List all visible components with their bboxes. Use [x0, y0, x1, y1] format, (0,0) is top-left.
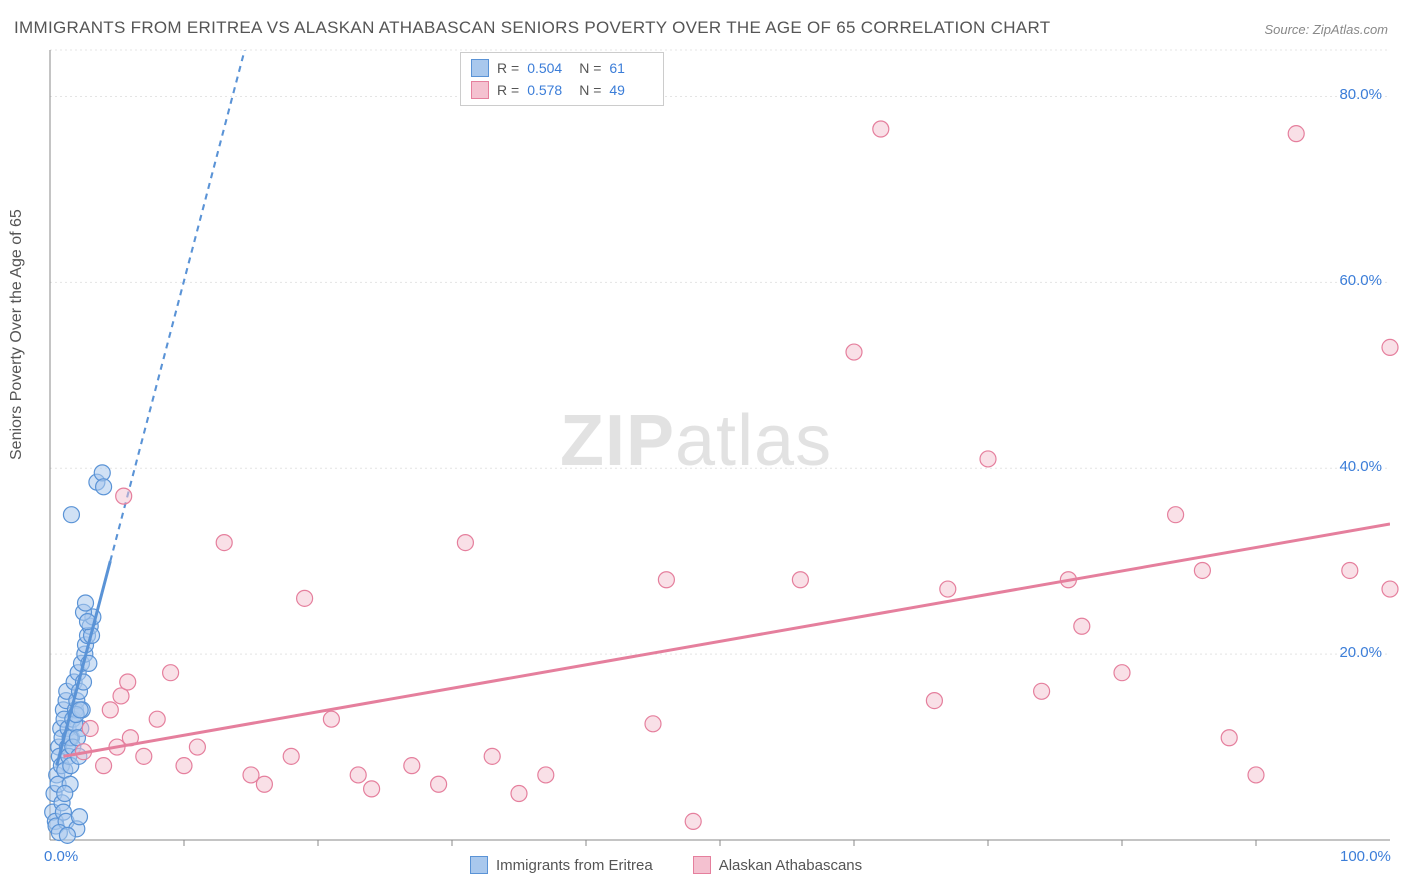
legend-series: Immigrants from Eritrea Alaskan Athabasc… [470, 856, 862, 874]
n-value-series-1: 49 [609, 82, 653, 98]
scatter-point [1114, 665, 1130, 681]
legend-stats-row: R = 0.504 N = 61 [471, 57, 653, 79]
scatter-point [658, 572, 674, 588]
scatter-point [72, 702, 88, 718]
scatter-point [82, 720, 98, 736]
scatter-point [256, 776, 272, 792]
legend-label-series-0: Immigrants from Eritrea [496, 857, 653, 874]
legend-stats: R = 0.504 N = 61 R = 0.578 N = 49 [460, 52, 664, 106]
scatter-point [873, 121, 889, 137]
x-tick-label: 0.0% [44, 848, 78, 865]
scatter-point [176, 758, 192, 774]
legend-item-series-0: Immigrants from Eritrea [470, 856, 653, 874]
scatter-point [63, 507, 79, 523]
scatter-point [189, 739, 205, 755]
scatter-point [71, 809, 87, 825]
y-tick-label: 40.0% [1322, 458, 1382, 475]
n-value-series-0: 61 [609, 60, 653, 76]
scatter-point [116, 488, 132, 504]
scatter-point [940, 581, 956, 597]
y-tick-label: 80.0% [1322, 86, 1382, 103]
legend-swatch-series-0 [471, 59, 489, 77]
scatter-point [102, 702, 118, 718]
scatter-point [1288, 126, 1304, 142]
legend-stats-row: R = 0.578 N = 49 [471, 79, 653, 101]
trend-line [63, 524, 1390, 756]
r-value-series-1: 0.578 [527, 82, 571, 98]
plot-svg [0, 0, 1406, 892]
scatter-point [283, 748, 299, 764]
scatter-point [404, 758, 420, 774]
scatter-point [136, 748, 152, 764]
r-label: R = [497, 60, 519, 76]
scatter-point [1074, 618, 1090, 634]
scatter-point [511, 786, 527, 802]
scatter-point [78, 595, 94, 611]
scatter-point [457, 535, 473, 551]
scatter-point [216, 535, 232, 551]
trend-line-extrapolated [110, 0, 318, 561]
scatter-point [1382, 581, 1398, 597]
correlation-chart: IMMIGRANTS FROM ERITREA VS ALASKAN ATHAB… [0, 0, 1406, 892]
legend-swatch-series-1 [471, 81, 489, 99]
legend-label-series-1: Alaskan Athabascans [719, 857, 862, 874]
scatter-point [685, 813, 701, 829]
scatter-point [59, 827, 75, 843]
scatter-point [57, 786, 73, 802]
scatter-point [846, 344, 862, 360]
r-label: R = [497, 82, 519, 98]
n-label: N = [579, 82, 601, 98]
scatter-point [1034, 683, 1050, 699]
scatter-point [163, 665, 179, 681]
scatter-point [350, 767, 366, 783]
scatter-point [980, 451, 996, 467]
scatter-point [96, 479, 112, 495]
scatter-point [1342, 562, 1358, 578]
scatter-point [120, 674, 136, 690]
scatter-point [926, 693, 942, 709]
scatter-point [364, 781, 380, 797]
scatter-point [1248, 767, 1264, 783]
scatter-point [96, 758, 112, 774]
legend-swatch-series-0 [470, 856, 488, 874]
scatter-point [1194, 562, 1210, 578]
scatter-point [1221, 730, 1237, 746]
legend-swatch-series-1 [693, 856, 711, 874]
scatter-point [243, 767, 259, 783]
scatter-point [297, 590, 313, 606]
scatter-point [431, 776, 447, 792]
n-label: N = [579, 60, 601, 76]
legend-item-series-1: Alaskan Athabascans [693, 856, 862, 874]
y-tick-label: 20.0% [1322, 644, 1382, 661]
r-value-series-0: 0.504 [527, 60, 571, 76]
scatter-point [1382, 339, 1398, 355]
scatter-point [792, 572, 808, 588]
scatter-point [538, 767, 554, 783]
y-tick-label: 60.0% [1322, 272, 1382, 289]
scatter-point [149, 711, 165, 727]
scatter-point [484, 748, 500, 764]
scatter-point [645, 716, 661, 732]
scatter-point [323, 711, 339, 727]
scatter-point [1168, 507, 1184, 523]
x-tick-label: 100.0% [1340, 848, 1391, 865]
